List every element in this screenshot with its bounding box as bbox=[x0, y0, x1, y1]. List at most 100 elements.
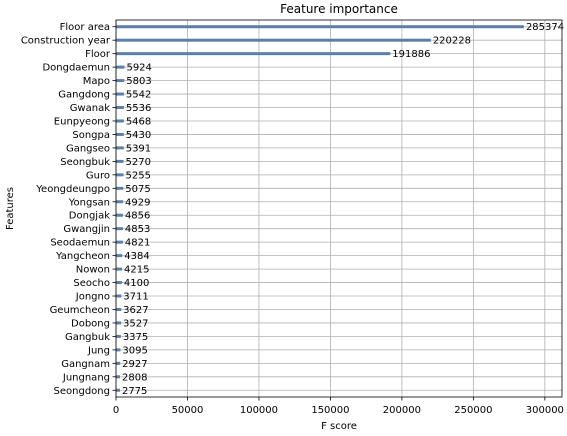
y-tick-label: Geumcheon bbox=[50, 305, 110, 316]
bar-construction-year bbox=[116, 38, 431, 42]
y-tick-label: Seongdong bbox=[54, 386, 110, 397]
y-tick-labels: Floor area Construction year Floor Dongdaem… bbox=[21, 22, 116, 397]
grid-lines bbox=[115, 20, 562, 397]
bar-value-label: 4821 bbox=[125, 238, 150, 249]
bar-yongsan bbox=[116, 200, 124, 204]
bar-value-label: 5542 bbox=[126, 90, 151, 101]
y-tick-label: Jungnang bbox=[62, 372, 110, 383]
y-tick-label: Gangbuk bbox=[65, 332, 110, 343]
plot-frame bbox=[115, 19, 563, 398]
x-tick-label: 0 bbox=[113, 405, 119, 416]
bar-value-label: 2775 bbox=[122, 386, 147, 397]
x-tick-label: 200000 bbox=[383, 405, 421, 416]
bar-mapo bbox=[116, 79, 125, 83]
x-tick-labels: 0 50000 100000 150000 200000 250000 300000 bbox=[113, 397, 564, 416]
bar-value-label: 5075 bbox=[125, 184, 150, 195]
bar-value-label: 5430 bbox=[126, 130, 151, 141]
bar-yeongdeungpo bbox=[116, 186, 124, 190]
bar-value-label: 220228 bbox=[433, 36, 471, 47]
bar-value-label: 5468 bbox=[126, 116, 151, 127]
y-tick-label: Construction year bbox=[21, 36, 111, 47]
y-tick-label: Dongdaemun bbox=[42, 63, 110, 74]
bar-value-label: 5924 bbox=[126, 63, 151, 74]
bar-geumcheon bbox=[116, 307, 122, 311]
bar-value-label: 2927 bbox=[122, 359, 147, 370]
x-tick-label: 150000 bbox=[311, 405, 349, 416]
y-tick-label: Gwangjin bbox=[63, 224, 110, 235]
y-axis-title: Features bbox=[5, 187, 16, 230]
bar-gwanak bbox=[116, 106, 124, 110]
x-tick-label: 300000 bbox=[526, 405, 564, 416]
y-tick-label: Yangcheon bbox=[55, 251, 110, 262]
bar-gangbuk bbox=[116, 334, 121, 338]
bar-value-label: 3627 bbox=[123, 305, 148, 316]
bar-jongno bbox=[116, 294, 122, 298]
x-tick-label: 50000 bbox=[172, 405, 204, 416]
x-tick-label: 100000 bbox=[240, 405, 278, 416]
bar-value-label: 5391 bbox=[126, 143, 151, 154]
y-tick-label: Dongjak bbox=[69, 211, 110, 222]
y-tick-label: Mapo bbox=[83, 76, 110, 87]
y-tick-label: Songpa bbox=[72, 130, 110, 141]
bar-nowon bbox=[116, 267, 123, 271]
bar-value-label: 5270 bbox=[126, 157, 151, 168]
y-tick-label: Seongbuk bbox=[60, 157, 110, 168]
y-tick-label: Yongsan bbox=[68, 197, 110, 208]
y-tick-label: Jung bbox=[87, 345, 110, 356]
bar-guro bbox=[116, 173, 124, 177]
bar-value-label: 3095 bbox=[122, 345, 147, 356]
bar-dongdaemun bbox=[116, 65, 125, 69]
bar-value-label: 4929 bbox=[125, 197, 150, 208]
bar-jungnang bbox=[116, 375, 121, 379]
bar-gangnam bbox=[116, 361, 121, 365]
bar-songpa bbox=[116, 132, 124, 136]
bar-floor bbox=[116, 52, 391, 56]
y-tick-label: Seocho bbox=[73, 278, 110, 289]
bar-value-label: 3527 bbox=[123, 318, 148, 329]
bar-value-label: 4215 bbox=[124, 265, 149, 276]
x-tick-label: 250000 bbox=[454, 405, 492, 416]
bars bbox=[116, 25, 524, 392]
y-tick-label: Floor area bbox=[60, 22, 110, 33]
bar-seodaemun bbox=[116, 240, 123, 244]
bar-dongjak bbox=[116, 213, 123, 217]
y-tick-label: Yeongdeungpo bbox=[35, 184, 110, 195]
bar-value-label: 5255 bbox=[126, 170, 151, 181]
y-tick-label: Seodaemun bbox=[50, 238, 110, 249]
y-tick-label: Jongno bbox=[75, 292, 110, 303]
bar-value-label: 5536 bbox=[126, 103, 151, 114]
bar-value-label: 2808 bbox=[122, 372, 147, 383]
bar-gangdong bbox=[116, 92, 124, 96]
bar-value-label: 3375 bbox=[123, 332, 148, 343]
bar-value-label: 285374 bbox=[526, 22, 564, 33]
bar-value-label: 5803 bbox=[126, 76, 151, 87]
bar-seongbuk bbox=[116, 159, 124, 163]
y-tick-label: Dobong bbox=[71, 318, 110, 329]
bar-value-label: 4853 bbox=[125, 224, 150, 235]
bar-floor-area bbox=[116, 25, 524, 29]
bar-seongdong bbox=[116, 388, 120, 392]
bar-seocho bbox=[116, 281, 122, 285]
chart-title: Feature importance bbox=[280, 2, 398, 16]
y-tick-label: Gangdong bbox=[58, 90, 110, 101]
bar-yangcheon bbox=[116, 254, 123, 258]
bar-value-label: 4856 bbox=[125, 211, 150, 222]
y-tick-label: Guro bbox=[86, 170, 110, 181]
bar-jung bbox=[116, 348, 121, 352]
x-axis-title: F score bbox=[321, 421, 357, 432]
y-tick-label: Nowon bbox=[76, 265, 110, 276]
bar-value-label: 4100 bbox=[124, 278, 149, 289]
y-tick-label: Floor bbox=[85, 49, 111, 60]
y-tick-label: Gangseo bbox=[66, 143, 110, 154]
bar-value-label: 4384 bbox=[124, 251, 149, 262]
bar-value-label: 3711 bbox=[123, 292, 148, 303]
bar-value-label: 191886 bbox=[392, 49, 430, 60]
y-tick-label: Gwanak bbox=[70, 103, 111, 114]
bar-gangseo bbox=[116, 146, 124, 150]
y-tick-label: Eunpyeong bbox=[54, 116, 110, 127]
bar-eunpyeong bbox=[116, 119, 124, 123]
bar-gwangjin bbox=[116, 227, 123, 231]
bar-dobong bbox=[116, 321, 122, 325]
